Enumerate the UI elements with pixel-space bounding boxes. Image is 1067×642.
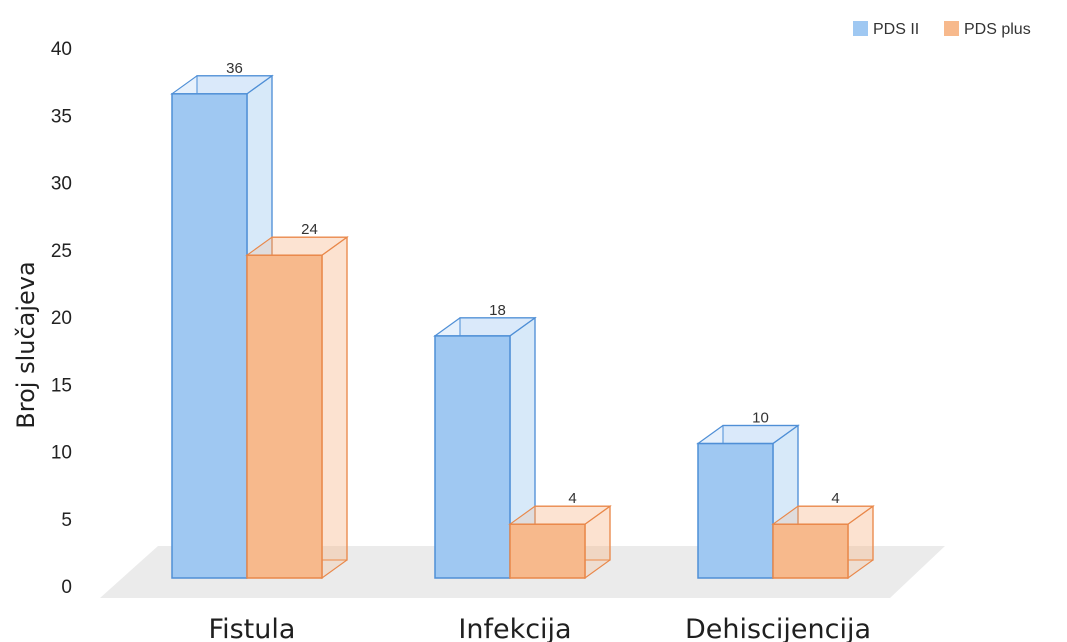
legend: PDS II PDS plus xyxy=(853,21,1031,38)
x-tick-label: Fistula xyxy=(209,614,296,642)
bar-top-face xyxy=(245,236,349,256)
data-label: 10 xyxy=(752,410,769,427)
data-label: 4 xyxy=(568,490,576,507)
value-labels: 36 24 18 4 10 4 xyxy=(226,60,840,507)
bar-front-face xyxy=(772,523,849,579)
bar-front-face xyxy=(171,93,248,579)
legend-item: PDS plus xyxy=(944,21,1031,38)
bar-side-face xyxy=(321,236,348,580)
legend-item: PDS II xyxy=(853,21,919,38)
bar-top-face xyxy=(508,505,612,525)
y-tick-label: 30 xyxy=(51,174,72,195)
x-tick-label: Dehiscijencija xyxy=(685,614,871,642)
bar-front-face xyxy=(434,335,511,579)
bars xyxy=(170,74,875,580)
legend-label: PDS II xyxy=(873,21,919,38)
bar-fistula-pds-plus xyxy=(245,236,349,580)
y-tick-label: 15 xyxy=(51,375,72,396)
data-label: 24 xyxy=(301,221,318,238)
y-tick-label: 5 xyxy=(61,510,72,531)
y-tick-label: 25 xyxy=(51,241,72,262)
y-tick-label: 10 xyxy=(51,443,72,464)
y-axis-title: Broj slučajeva xyxy=(12,261,40,428)
y-tick-label: 0 xyxy=(61,577,72,598)
bar-front-face xyxy=(509,523,586,579)
bar-top-face xyxy=(771,505,875,525)
bar-infekcija-pds-plus xyxy=(508,505,612,580)
bar-infekcija-pds-ii xyxy=(433,316,537,580)
bar-front-face xyxy=(246,254,323,579)
x-axis-labels: Fistula Infekcija Dehiscijencija xyxy=(209,614,871,642)
x-tick-label: Infekcija xyxy=(458,614,571,642)
legend-swatch xyxy=(853,21,868,36)
legend-label: PDS plus xyxy=(964,21,1031,38)
bar-dehiscijencija-pds-plus xyxy=(771,505,875,580)
legend-swatch xyxy=(944,21,959,36)
y-axis-ticks: 0 5 10 15 20 25 30 35 40 xyxy=(51,39,72,598)
data-label: 36 xyxy=(226,60,243,77)
data-label: 4 xyxy=(831,490,839,507)
y-tick-label: 20 xyxy=(51,308,72,329)
bar-top-face xyxy=(433,317,537,337)
bar-top-face xyxy=(170,75,274,95)
bar-front-face xyxy=(697,442,774,579)
y-tick-label: 35 xyxy=(51,106,72,127)
bar-top-face xyxy=(696,424,800,445)
y-tick-label: 40 xyxy=(51,39,72,60)
data-label: 18 xyxy=(489,302,506,319)
